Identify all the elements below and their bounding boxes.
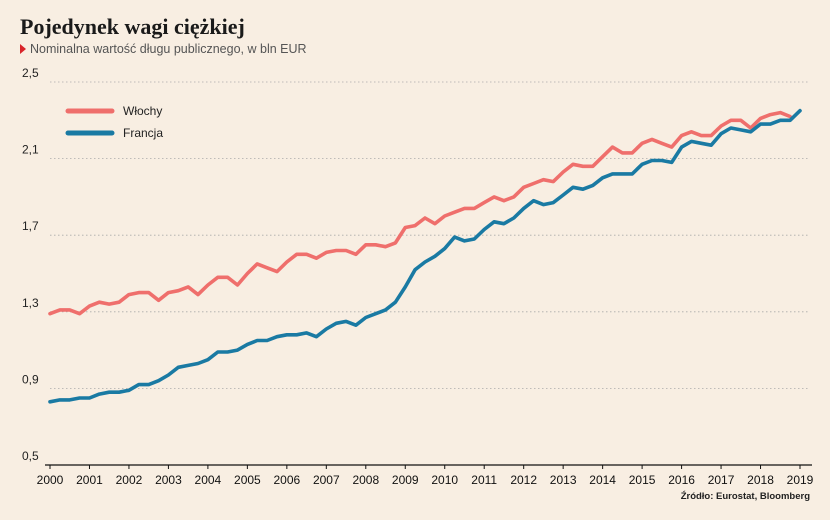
legend-label: Włochy [123, 104, 162, 118]
chart-title: Pojedynek wagi ciężkiej [20, 14, 245, 39]
x-tick-label: 2015 [629, 473, 656, 487]
x-tick-label: 2003 [155, 473, 182, 487]
x-tick-label: 2012 [510, 473, 537, 487]
x-tick-label: 2004 [195, 473, 222, 487]
series-line-wlochy [48, 110, 792, 316]
legend-layer: Włochy Francja [65, 104, 163, 140]
axis-layer: 0,5 0,9 1,3 1,7 2,1 2,5 2000 2001 2002 2003 2004 20… [22, 66, 814, 487]
x-tick-label: 2005 [234, 473, 261, 487]
bullet-triangle-icon [20, 44, 26, 54]
series-layer [48, 108, 802, 404]
x-tick-label: 2017 [708, 473, 735, 487]
chart-subtitle: Nominalna wartość długu publicznego, w b… [20, 42, 307, 56]
x-tick-label: 2016 [668, 473, 695, 487]
x-tick-label: 2000 [37, 473, 64, 487]
grid-layer [50, 81, 810, 389]
source-note: Źródło: Eurostat, Bloomberg [680, 491, 810, 502]
x-tick-label: 2013 [550, 473, 577, 487]
y-tick-label: 0,9 [22, 372, 39, 386]
x-tick-label: 2002 [116, 473, 143, 487]
x-tick-label: 2009 [392, 473, 419, 487]
y-tick-label: 2,1 [22, 143, 39, 157]
x-tick-label: 2014 [589, 473, 616, 487]
legend-label: Francja [123, 126, 163, 140]
y-tick-label: 2,5 [22, 66, 39, 80]
x-tick-label: 2008 [352, 473, 379, 487]
x-tick-label: 2018 [747, 473, 774, 487]
y-tick-label: 1,3 [22, 296, 39, 310]
x-tick-label: 2010 [431, 473, 458, 487]
chart-subtitle-text: Nominalna wartość długu publicznego, w b… [30, 42, 307, 56]
x-tick-label: 2007 [313, 473, 340, 487]
series-line-francja [48, 108, 802, 404]
x-tick-label: 2019 [787, 473, 814, 487]
x-tick-label: 2011 [471, 473, 497, 487]
y-tick-label: 1,7 [22, 219, 39, 233]
y-tick-label: 0,5 [22, 449, 39, 463]
x-tick-label: 2001 [76, 473, 103, 487]
x-tick-label: 2006 [273, 473, 300, 487]
